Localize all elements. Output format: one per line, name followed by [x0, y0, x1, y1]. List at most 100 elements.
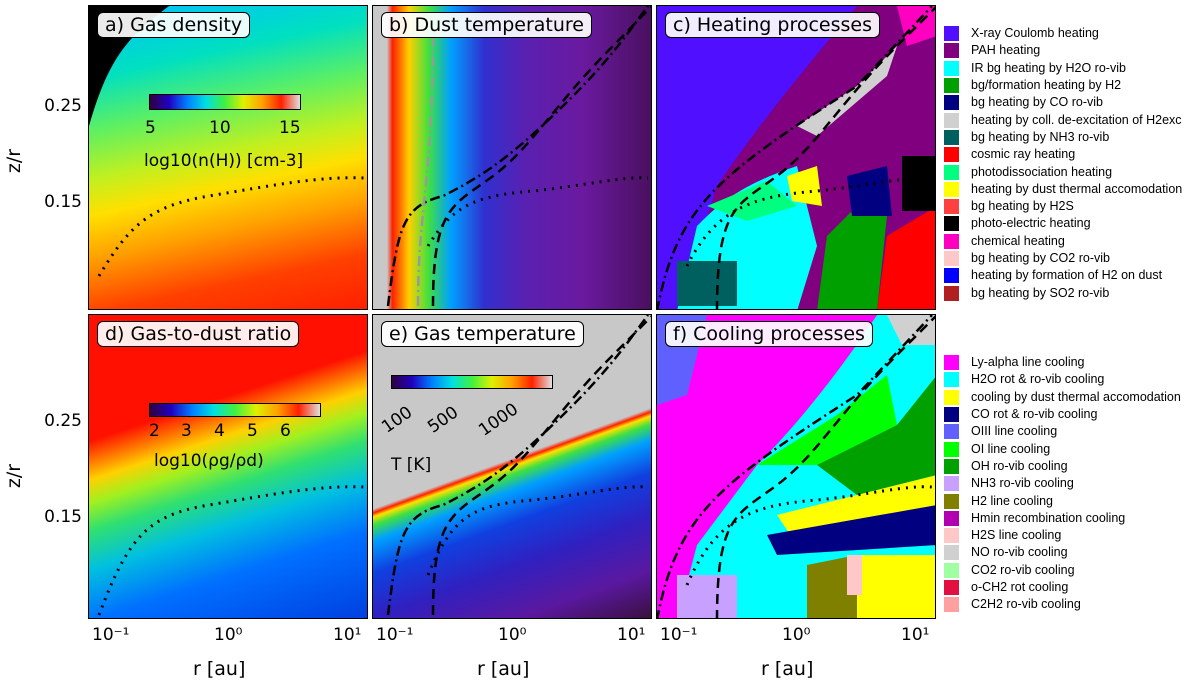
legend-item: C2H2 ro-vib cooling: [944, 596, 1200, 613]
cbar-tick: 2: [149, 421, 160, 441]
legend-item: bg heating by NH3 ro-vib: [944, 129, 1200, 146]
legend-swatch: [944, 580, 959, 595]
region-co: [767, 505, 935, 555]
contour-dashed: [715, 315, 935, 618]
region-h2: [817, 206, 887, 309]
legend-item: H2 line cooling: [944, 492, 1200, 509]
legend-item: heating by coll. de-excitation of H2exc: [944, 111, 1200, 128]
legend-label: X-ray Coulomb heating: [971, 26, 1099, 41]
legend-swatch: [944, 112, 959, 128]
legend-swatch: [944, 268, 959, 284]
xlabel: r [au]: [761, 658, 814, 680]
legend-label: photodissociation heating: [971, 164, 1113, 179]
legend-label: cosmic ray heating: [971, 147, 1076, 162]
legend-label: CO rot & ro-vib cooling: [971, 407, 1098, 422]
contour-dotted: [685, 176, 933, 267]
legend-swatch: [944, 43, 959, 59]
legend-label: H2O rot & ro-vib cooling: [971, 372, 1105, 387]
legend-item: photo-electric heating: [944, 215, 1200, 232]
legend-swatch: [944, 285, 959, 301]
legend-item: cosmic ray heating: [944, 146, 1200, 163]
legend-swatch: [944, 164, 959, 180]
legend-item: PAH heating: [944, 42, 1200, 59]
legend-label: bg/formation heating by H2: [971, 78, 1122, 93]
xtick: 10⁰: [498, 625, 527, 645]
region-h2: [807, 555, 857, 618]
cbar-label: T [K]: [391, 455, 432, 475]
cooling-legend: Ly-alpha line cooling H2O rot & ro-vib co…: [944, 354, 1200, 613]
overlay-f: [657, 315, 935, 618]
legend-label: NO ro-vib cooling: [971, 545, 1068, 560]
heating-legend: X-ray Coulomb heating PAH heating IR bg he…: [944, 25, 1200, 302]
xtick: 10¹: [333, 625, 362, 645]
contour-dashdot: [386, 6, 650, 307]
xlabel: r [au]: [193, 658, 246, 680]
legend-item: CO rot & ro-vib cooling: [944, 406, 1200, 423]
legend-swatch: [944, 510, 959, 526]
legend-item: heating by formation of H2 on dust: [944, 267, 1200, 284]
region-xray: [657, 6, 857, 309]
legend-label: OH ro-vib cooling: [971, 458, 1068, 473]
region-nh3: [677, 575, 737, 618]
legend-item: cooling by dust thermal accomodation: [944, 389, 1200, 406]
legend-label: OIII line cooling: [971, 424, 1058, 439]
panel-title: a) Gas density: [97, 12, 251, 38]
overlay-b: [386, 6, 651, 307]
legend-swatch: [944, 407, 959, 423]
legend-label: IR bg heating by H2O ro-vib: [971, 60, 1126, 75]
legend-label: Ly-alpha line cooling: [971, 355, 1085, 370]
panel-gas-temperature: e) Gas temperature 100 500 1000 T [K]: [372, 314, 652, 619]
legend-item: bg heating by SO2 ro-vib: [944, 284, 1200, 301]
legend-label: CO2 ro-vib cooling: [971, 562, 1075, 577]
panel-title: c) Heating processes: [665, 12, 880, 38]
legend-swatch: [944, 493, 959, 509]
contour-dashdot: [657, 315, 933, 618]
panel-title: e) Gas temperature: [381, 321, 584, 347]
xtick: 10⁻¹: [660, 625, 698, 645]
legend-item: photodissociation heating: [944, 163, 1200, 180]
legend-swatch: [944, 216, 959, 232]
legend-item: OI line cooling: [944, 440, 1200, 457]
panel-gas-to-dust: d) Gas-to-dust ratio 2 3 4 5 6 log10(ρg/…: [88, 314, 368, 619]
legend-swatch: [944, 597, 959, 613]
panel-gas-density: a) Gas density 5 10 15 log10(n(H)) [cm-3…: [88, 5, 368, 310]
legend-label: PAH heating: [971, 43, 1041, 58]
panel-dust-temperature: b) Dust temperature: [372, 5, 652, 310]
legend-swatch: [944, 78, 959, 94]
legend-item: OH ro-vib cooling: [944, 458, 1200, 475]
ytick-d-025: 0.25: [44, 411, 82, 431]
legend-label: bg heating by CO ro-vib: [971, 95, 1104, 110]
legend-swatch: [944, 355, 959, 371]
xtick: 10⁰: [214, 625, 243, 645]
xtick: 10⁰: [782, 625, 811, 645]
overlay-e: [386, 315, 651, 616]
cbar-tick: 6: [280, 421, 291, 441]
region-coll: [797, 46, 897, 136]
region-oh: [817, 377, 935, 495]
cbar-tick: 4: [214, 421, 225, 441]
legend-item: heating by dust thermal accomodation: [944, 181, 1200, 198]
panel-title: f) Cooling processes: [665, 321, 873, 347]
legend-swatch: [944, 129, 959, 145]
legend-swatch: [944, 389, 959, 405]
legend-swatch: [944, 60, 959, 76]
colorbar-density: [149, 94, 301, 110]
legend-swatch: [944, 181, 959, 197]
legend-label: cooling by dust thermal accomodation: [971, 389, 1181, 404]
overlay-c: [657, 6, 935, 309]
cbar-tick: 3: [181, 421, 192, 441]
region-dust-lower: [857, 555, 935, 618]
ylabel-top: z/r: [3, 148, 26, 174]
legend-label: photo-electric heating: [971, 216, 1091, 231]
legend-swatch: [944, 476, 959, 492]
legend-label: chemical heating: [971, 233, 1065, 248]
contour-dotted: [685, 485, 933, 586]
legend-item: bg heating by H2S: [944, 198, 1200, 215]
legend-label: H2 line cooling: [971, 493, 1053, 508]
legend-item: NO ro-vib cooling: [944, 544, 1200, 561]
legend-swatch: [944, 199, 959, 215]
legend-item: NH3 ro-vib cooling: [944, 475, 1200, 492]
ylabel-bottom: z/r: [3, 463, 26, 489]
region-photodiss: [707, 181, 797, 221]
legend-swatch: [944, 545, 959, 561]
